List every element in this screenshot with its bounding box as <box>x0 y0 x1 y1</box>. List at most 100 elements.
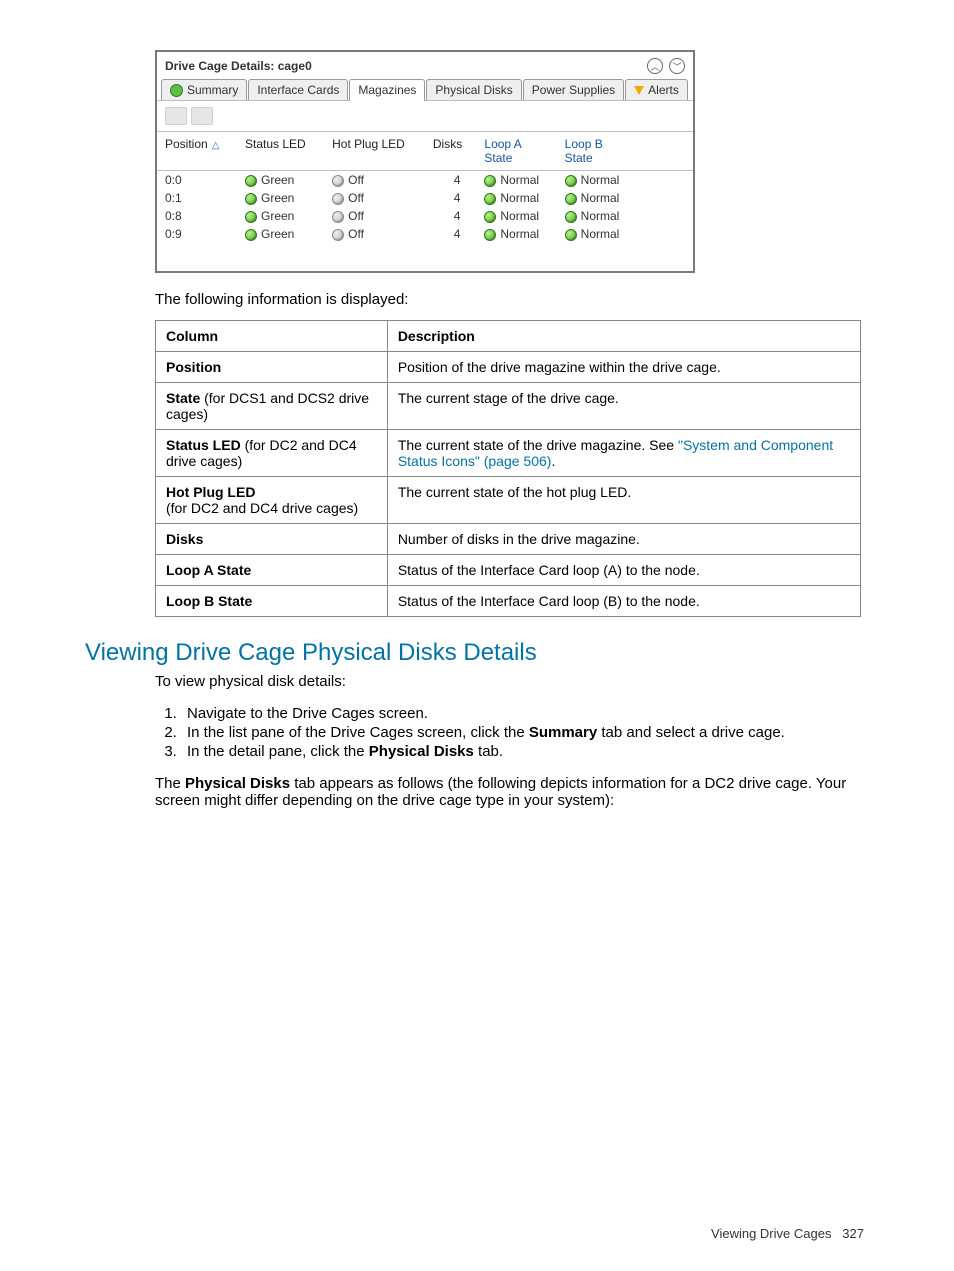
cell-disks: 4 <box>425 225 477 243</box>
table-row[interactable]: 0:0 Green Off 4 Normal Normal <box>157 171 693 190</box>
cell-loop-a: Normal <box>476 171 556 190</box>
col-position[interactable]: Position△ <box>157 132 237 171</box>
green-dot-icon <box>565 193 577 205</box>
toolbar <box>157 101 693 131</box>
def-col: Position <box>156 352 388 383</box>
cell-loop-b: Normal <box>557 171 637 190</box>
def-col: Status LED (for DC2 and DC4 drive cages) <box>156 430 388 477</box>
table-row[interactable]: 0:9 Green Off 4 Normal Normal <box>157 225 693 243</box>
table-header-row: Column Description <box>156 321 861 352</box>
cell-loop-b: Normal <box>557 189 637 207</box>
green-dot-icon <box>484 175 496 187</box>
def-desc: Position of the drive magazine within th… <box>387 352 860 383</box>
green-dot-icon <box>565 229 577 241</box>
cell-loop-b: Normal <box>557 225 637 243</box>
def-desc: The current state of the drive magazine.… <box>387 430 860 477</box>
green-dot-icon <box>245 229 257 241</box>
cell-position[interactable]: 0:9 <box>157 225 237 243</box>
cell-hot-plug: Off <box>324 171 425 190</box>
cell-position[interactable]: 0:1 <box>157 189 237 207</box>
panel-title: Drive Cage Details: cage0 <box>165 59 312 73</box>
tab-label: Power Supplies <box>532 83 615 97</box>
tab-summary[interactable]: Summary <box>161 79 247 100</box>
tab-label: Physical Disks <box>435 83 512 97</box>
table-row[interactable]: 0:1 Green Off 4 Normal Normal <box>157 189 693 207</box>
green-dot-icon <box>484 229 496 241</box>
green-dot-icon <box>484 211 496 223</box>
list-item: Navigate to the Drive Cages screen. <box>181 705 864 722</box>
toolbar-button-1[interactable] <box>165 107 187 125</box>
col-loop-a[interactable]: Loop A State <box>476 132 556 171</box>
cell-status-led: Green <box>237 171 324 190</box>
green-dot-icon <box>484 193 496 205</box>
table-row: Status LED (for DC2 and DC4 drive cages)… <box>156 430 861 477</box>
grey-dot-icon <box>332 211 344 223</box>
collapse-down-icon[interactable]: ﹀ <box>669 58 685 74</box>
cell-hot-plug: Off <box>324 189 425 207</box>
page-footer: Viewing Drive Cages 327 <box>711 1226 864 1241</box>
ok-icon <box>170 84 183 97</box>
intro-paragraph: The following information is displayed: <box>155 291 864 308</box>
def-col: State (for DCS1 and DCS2 drive cages) <box>156 383 388 430</box>
def-col: Hot Plug LED(for DC2 and DC4 drive cages… <box>156 477 388 524</box>
head-description: Description <box>387 321 860 352</box>
cell-loop-a: Normal <box>476 225 556 243</box>
table-row: Disks Number of disks in the drive magaz… <box>156 524 861 555</box>
def-col: Loop B State <box>156 586 388 617</box>
table-header-row: Position△ Status LED Hot Plug LED Disks … <box>157 132 693 171</box>
table-row: State (for DCS1 and DCS2 drive cages) Th… <box>156 383 861 430</box>
cell-disks: 4 <box>425 189 477 207</box>
col-status-led[interactable]: Status LED <box>237 132 324 171</box>
tab-label: Alerts <box>648 83 679 97</box>
cell-position[interactable]: 0:0 <box>157 171 237 190</box>
cell-position[interactable]: 0:8 <box>157 207 237 225</box>
col-spacer <box>637 132 693 171</box>
cell-disks: 4 <box>425 171 477 190</box>
def-desc: Status of the Interface Card loop (B) to… <box>387 586 860 617</box>
def-desc: The current stage of the drive cage. <box>387 383 860 430</box>
head-column: Column <box>156 321 388 352</box>
list-item: In the detail pane, click the Physical D… <box>181 743 864 760</box>
cell-status-led: Green <box>237 225 324 243</box>
closing-paragraph: The Physical Disks tab appears as follow… <box>155 775 864 809</box>
table-row: Hot Plug LED(for DC2 and DC4 drive cages… <box>156 477 861 524</box>
col-loop-b[interactable]: Loop B State <box>557 132 637 171</box>
definition-table: Column Description Position Position of … <box>155 320 861 617</box>
def-col: Disks <box>156 524 388 555</box>
tab-interface-cards[interactable]: Interface Cards <box>248 79 348 100</box>
cell-loop-b: Normal <box>557 207 637 225</box>
cell-status-led: Green <box>237 189 324 207</box>
table-row: Position Position of the drive magazine … <box>156 352 861 383</box>
grey-dot-icon <box>332 175 344 187</box>
tab-magazines[interactable]: Magazines <box>349 79 425 101</box>
panel-header: Drive Cage Details: cage0 ︿ ﹀ <box>157 52 693 78</box>
green-dot-icon <box>245 211 257 223</box>
tab-alerts[interactable]: Alerts <box>625 79 688 100</box>
cell-hot-plug: Off <box>324 225 425 243</box>
tab-label: Summary <box>187 83 238 97</box>
table-row: Loop B State Status of the Interface Car… <box>156 586 861 617</box>
alert-icon <box>634 86 644 95</box>
def-desc: Number of disks in the drive magazine. <box>387 524 860 555</box>
footer-text: Viewing Drive Cages <box>711 1226 831 1241</box>
table-row: Loop A State Status of the Interface Car… <box>156 555 861 586</box>
table-row[interactable]: 0:8 Green Off 4 Normal Normal <box>157 207 693 225</box>
green-dot-icon <box>565 211 577 223</box>
tabs-row: Summary Interface Cards Magazines Physic… <box>157 78 693 101</box>
green-dot-icon <box>565 175 577 187</box>
drive-cage-panel: Drive Cage Details: cage0 ︿ ﹀ Summary In… <box>155 50 695 273</box>
tab-physical-disks[interactable]: Physical Disks <box>426 79 521 100</box>
col-hot-plug-led[interactable]: Hot Plug LED <box>324 132 425 171</box>
tab-label: Magazines <box>358 83 416 97</box>
col-disks[interactable]: Disks <box>425 132 477 171</box>
toolbar-button-2[interactable] <box>191 107 213 125</box>
def-desc: Status of the Interface Card loop (A) to… <box>387 555 860 586</box>
section-intro: To view physical disk details: <box>155 673 864 690</box>
page-number: 327 <box>842 1226 864 1241</box>
def-col: Loop A State <box>156 555 388 586</box>
cell-disks: 4 <box>425 207 477 225</box>
collapse-up-icon[interactable]: ︿ <box>647 58 663 74</box>
cell-hot-plug: Off <box>324 207 425 225</box>
grey-dot-icon <box>332 229 344 241</box>
tab-power-supplies[interactable]: Power Supplies <box>523 79 624 100</box>
